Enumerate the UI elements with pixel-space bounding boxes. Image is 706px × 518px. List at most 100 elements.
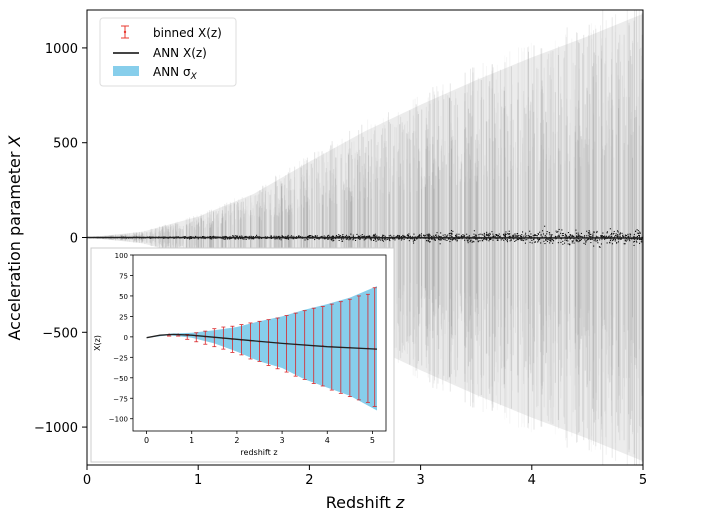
data-point xyxy=(280,239,282,241)
data-point xyxy=(438,236,440,238)
data-point xyxy=(475,234,477,236)
data-point xyxy=(382,240,384,242)
data-point xyxy=(588,238,590,240)
data-point xyxy=(562,243,564,245)
data-point xyxy=(281,235,283,237)
data-point xyxy=(496,239,498,241)
data-point xyxy=(509,235,511,237)
data-point xyxy=(548,232,550,234)
data-point xyxy=(184,236,186,238)
data-point xyxy=(524,242,526,244)
data-point xyxy=(373,235,375,237)
data-point xyxy=(529,236,531,238)
data-point xyxy=(361,236,363,238)
data-point xyxy=(491,231,493,233)
data-point xyxy=(444,239,446,241)
data-point xyxy=(462,236,464,238)
data-point xyxy=(523,235,525,237)
data-point xyxy=(498,233,500,235)
data-point xyxy=(455,235,457,237)
data-point xyxy=(590,239,592,241)
data-point xyxy=(627,233,629,235)
inset-band-area xyxy=(146,286,377,411)
data-point xyxy=(436,232,438,234)
data-point xyxy=(614,239,616,241)
data-point xyxy=(463,235,465,237)
data-point xyxy=(549,242,551,244)
data-point xyxy=(573,235,575,237)
data-point xyxy=(641,238,643,240)
data-point xyxy=(378,236,380,238)
data-point xyxy=(411,238,413,240)
data-point xyxy=(339,235,341,237)
x-tick-label: 3 xyxy=(416,473,424,488)
data-point xyxy=(427,235,429,237)
data-point xyxy=(383,234,385,236)
data-point xyxy=(400,236,402,238)
data-point xyxy=(562,240,564,242)
data-point xyxy=(413,239,415,241)
data-point xyxy=(550,239,552,241)
data-point xyxy=(314,239,316,241)
data-point xyxy=(488,238,490,240)
data-point xyxy=(352,236,354,238)
data-point xyxy=(550,240,552,242)
data-point xyxy=(548,238,550,240)
data-point xyxy=(545,236,547,238)
data-point xyxy=(225,238,227,240)
data-point xyxy=(368,236,370,238)
data-point xyxy=(413,242,415,244)
data-point xyxy=(620,238,622,240)
data-point xyxy=(567,236,569,238)
data-point xyxy=(473,233,475,235)
data-point xyxy=(189,238,191,240)
data-point xyxy=(486,234,488,236)
data-point xyxy=(517,233,519,235)
data-point xyxy=(281,235,283,237)
data-point xyxy=(622,234,624,236)
data-point xyxy=(625,240,627,242)
data-point xyxy=(626,235,628,237)
data-point xyxy=(516,239,518,241)
data-point xyxy=(471,241,473,243)
ann-x-line xyxy=(86,236,644,239)
data-point xyxy=(617,241,619,243)
data-point xyxy=(414,239,416,241)
data-point xyxy=(270,237,272,239)
data-point xyxy=(609,228,611,230)
data-point xyxy=(600,235,602,237)
data-point xyxy=(458,233,460,235)
data-point xyxy=(418,236,420,238)
data-point xyxy=(626,239,628,241)
data-point xyxy=(500,239,502,241)
data-point xyxy=(365,236,367,238)
data-point xyxy=(622,235,624,237)
data-point xyxy=(486,231,488,233)
data-point xyxy=(511,236,513,238)
data-point xyxy=(639,242,641,244)
data-point xyxy=(609,241,611,243)
data-point xyxy=(415,238,417,240)
data-point xyxy=(433,239,435,241)
data-point xyxy=(360,235,362,237)
data-point xyxy=(482,238,484,240)
data-point xyxy=(576,239,578,241)
data-point xyxy=(383,238,385,240)
data-point xyxy=(211,236,213,238)
data-point xyxy=(567,240,569,242)
data-point xyxy=(633,238,635,240)
data-point xyxy=(503,239,505,241)
data-point xyxy=(476,238,478,240)
inset-x-tick-label: 5 xyxy=(370,436,375,445)
data-point xyxy=(600,236,602,238)
data-point xyxy=(225,236,227,238)
x-tick-label: 0 xyxy=(83,473,91,488)
legend-label-ann-sigma: ANN σX xyxy=(153,65,198,82)
data-point xyxy=(613,230,615,232)
data-point xyxy=(580,239,582,241)
data-point xyxy=(637,232,639,234)
data-point xyxy=(484,236,486,238)
data-point xyxy=(624,239,626,241)
data-point xyxy=(479,233,481,235)
data-point xyxy=(616,235,618,237)
